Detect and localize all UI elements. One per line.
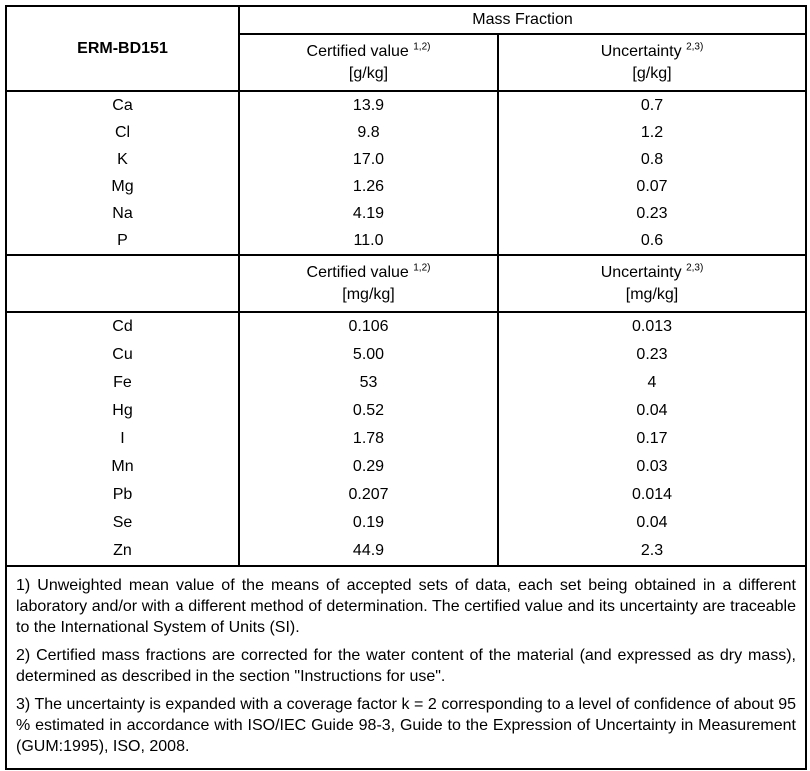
footnote-2: 2) Certified mass fractions are correcte… [16,647,796,685]
uncertainty-value: 1.2 [640,123,664,141]
empty-header-cell [6,254,240,313]
uncertainty-value: 0.03 [636,458,668,475]
uncertainty-value: 0.013 [631,318,673,335]
mass-fraction-table: ERM-BD151 Mass Fraction Certified value … [5,5,807,770]
certified-value-label: Certified value [306,42,409,60]
element-symbol: I [6,425,240,453]
certified-value: 11.0 [239,227,499,255]
uncertainty-value: 4 [647,374,657,391]
uncertainty-value: 0.23 [636,204,668,222]
uncertainty-unit-gkg: [g/kg] [632,64,672,82]
table-row-p: P 11.0 0.6 [6,227,806,255]
element-symbol: Cd [6,312,240,341]
uncertainty-footnote-marker: 2,3) [686,262,704,274]
uncertainty-header-gkg: Uncertainty 2,3) [g/kg] [498,34,806,92]
certified-value: 53 [239,369,499,397]
certified-value: 9.8 [239,119,499,146]
uncertainty-unit-mgkg: [mg/kg] [625,285,679,303]
element-symbol: Na [6,200,240,227]
uncertainty-value: 0.17 [636,430,668,447]
table-row-hg: Hg 0.52 0.04 [6,397,806,425]
certified-value: 0.106 [239,312,499,341]
element-symbol: Fe [6,369,240,397]
certified-value: 4.19 [239,200,499,227]
certified-value-label: Certified value [306,263,409,281]
certified-footnote-marker: 1,2) [413,41,431,53]
table-row-cl: Cl 9.8 1.2 [6,119,806,146]
footnote-row: 1) Unweighted mean value of the means of… [6,565,806,769]
certified-value-header-mgkg: Certified value 1,2) [mg/kg] [239,254,499,313]
table-row-ca: Ca 13.9 0.7 [6,91,806,119]
table-row-fe: Fe 53 4 [6,369,806,397]
certified-value: 0.29 [239,453,499,481]
uncertainty-value: 0.014 [631,486,673,503]
certified-value-header-gkg: Certified value 1,2) [g/kg] [239,34,499,92]
element-symbol: Cl [6,119,240,146]
footnote-1: 1) Unweighted mean value of the means of… [16,577,796,636]
table-row-cu: Cu 5.00 0.23 [6,341,806,369]
element-symbol: Mg [6,173,240,200]
element-symbol: Pb [6,481,240,509]
certified-footnote-marker: 1,2) [413,262,431,274]
element-symbol: Cu [6,341,240,369]
table-row-na: Na 4.19 0.23 [6,200,806,227]
table-row-mg: Mg 1.26 0.07 [6,173,806,200]
uncertainty-value: 0.7 [640,96,664,114]
certified-unit-mgkg: [mg/kg] [342,285,395,303]
table-row-pb: Pb 0.207 0.014 [6,481,806,509]
uncertainty-footnote-marker: 2,3) [686,41,704,53]
uncertainty-value: 2.3 [640,542,664,559]
uncertainty-value: 0.04 [636,514,668,531]
element-symbol: Ca [6,91,240,119]
header-row-mgkg: Certified value 1,2) [mg/kg] Uncertainty… [6,254,806,313]
element-symbol: Mn [6,453,240,481]
table-row-mn: Mn 0.29 0.03 [6,453,806,481]
certified-value: 17.0 [239,146,499,173]
uncertainty-label: Uncertainty [600,263,682,281]
table-row-cd: Cd 0.106 0.013 [6,312,806,341]
certified-value: 0.52 [239,397,499,425]
certified-value: 1.26 [239,173,499,200]
certified-value: 0.19 [239,509,499,537]
table-row-zn: Zn 44.9 2.3 [6,537,806,566]
element-symbol: K [6,146,240,173]
table-row-se: Se 0.19 0.04 [6,509,806,537]
certified-unit-gkg: [g/kg] [348,64,389,82]
uncertainty-value: 0.8 [640,150,664,168]
element-symbol: Zn [6,537,240,566]
uncertainty-value: 0.04 [636,402,668,419]
header-row-gkg: Certified value 1,2) [g/kg] Uncertainty … [6,34,806,92]
uncertainty-header-mgkg: Uncertainty 2,3) [mg/kg] [498,254,806,313]
certified-value: 1.78 [239,425,499,453]
uncertainty-value: 0.07 [636,177,668,195]
uncertainty-value: 0.23 [636,346,668,363]
group-header-cell: Mass Fraction [239,6,806,35]
uncertainty-label: Uncertainty [600,42,682,60]
footnote-3: 3) The uncertainty is expanded with a co… [16,696,796,755]
certified-value: 13.9 [239,91,499,119]
footnotes-cell: 1) Unweighted mean value of the means of… [6,565,806,769]
material-id-cell: ERM-BD151 [6,6,240,92]
certified-value: 5.00 [239,341,499,369]
element-symbol: Hg [6,397,240,425]
uncertainty-value: 0.6 [640,231,664,249]
element-symbol: P [6,227,240,255]
table-row-k: K 17.0 0.8 [6,146,806,173]
certified-value: 44.9 [239,537,499,566]
table-row-i: I 1.78 0.17 [6,425,806,453]
header-row-group: ERM-BD151 Mass Fraction [6,6,806,92]
element-symbol: Se [6,509,240,537]
certified-value: 0.207 [239,481,499,509]
